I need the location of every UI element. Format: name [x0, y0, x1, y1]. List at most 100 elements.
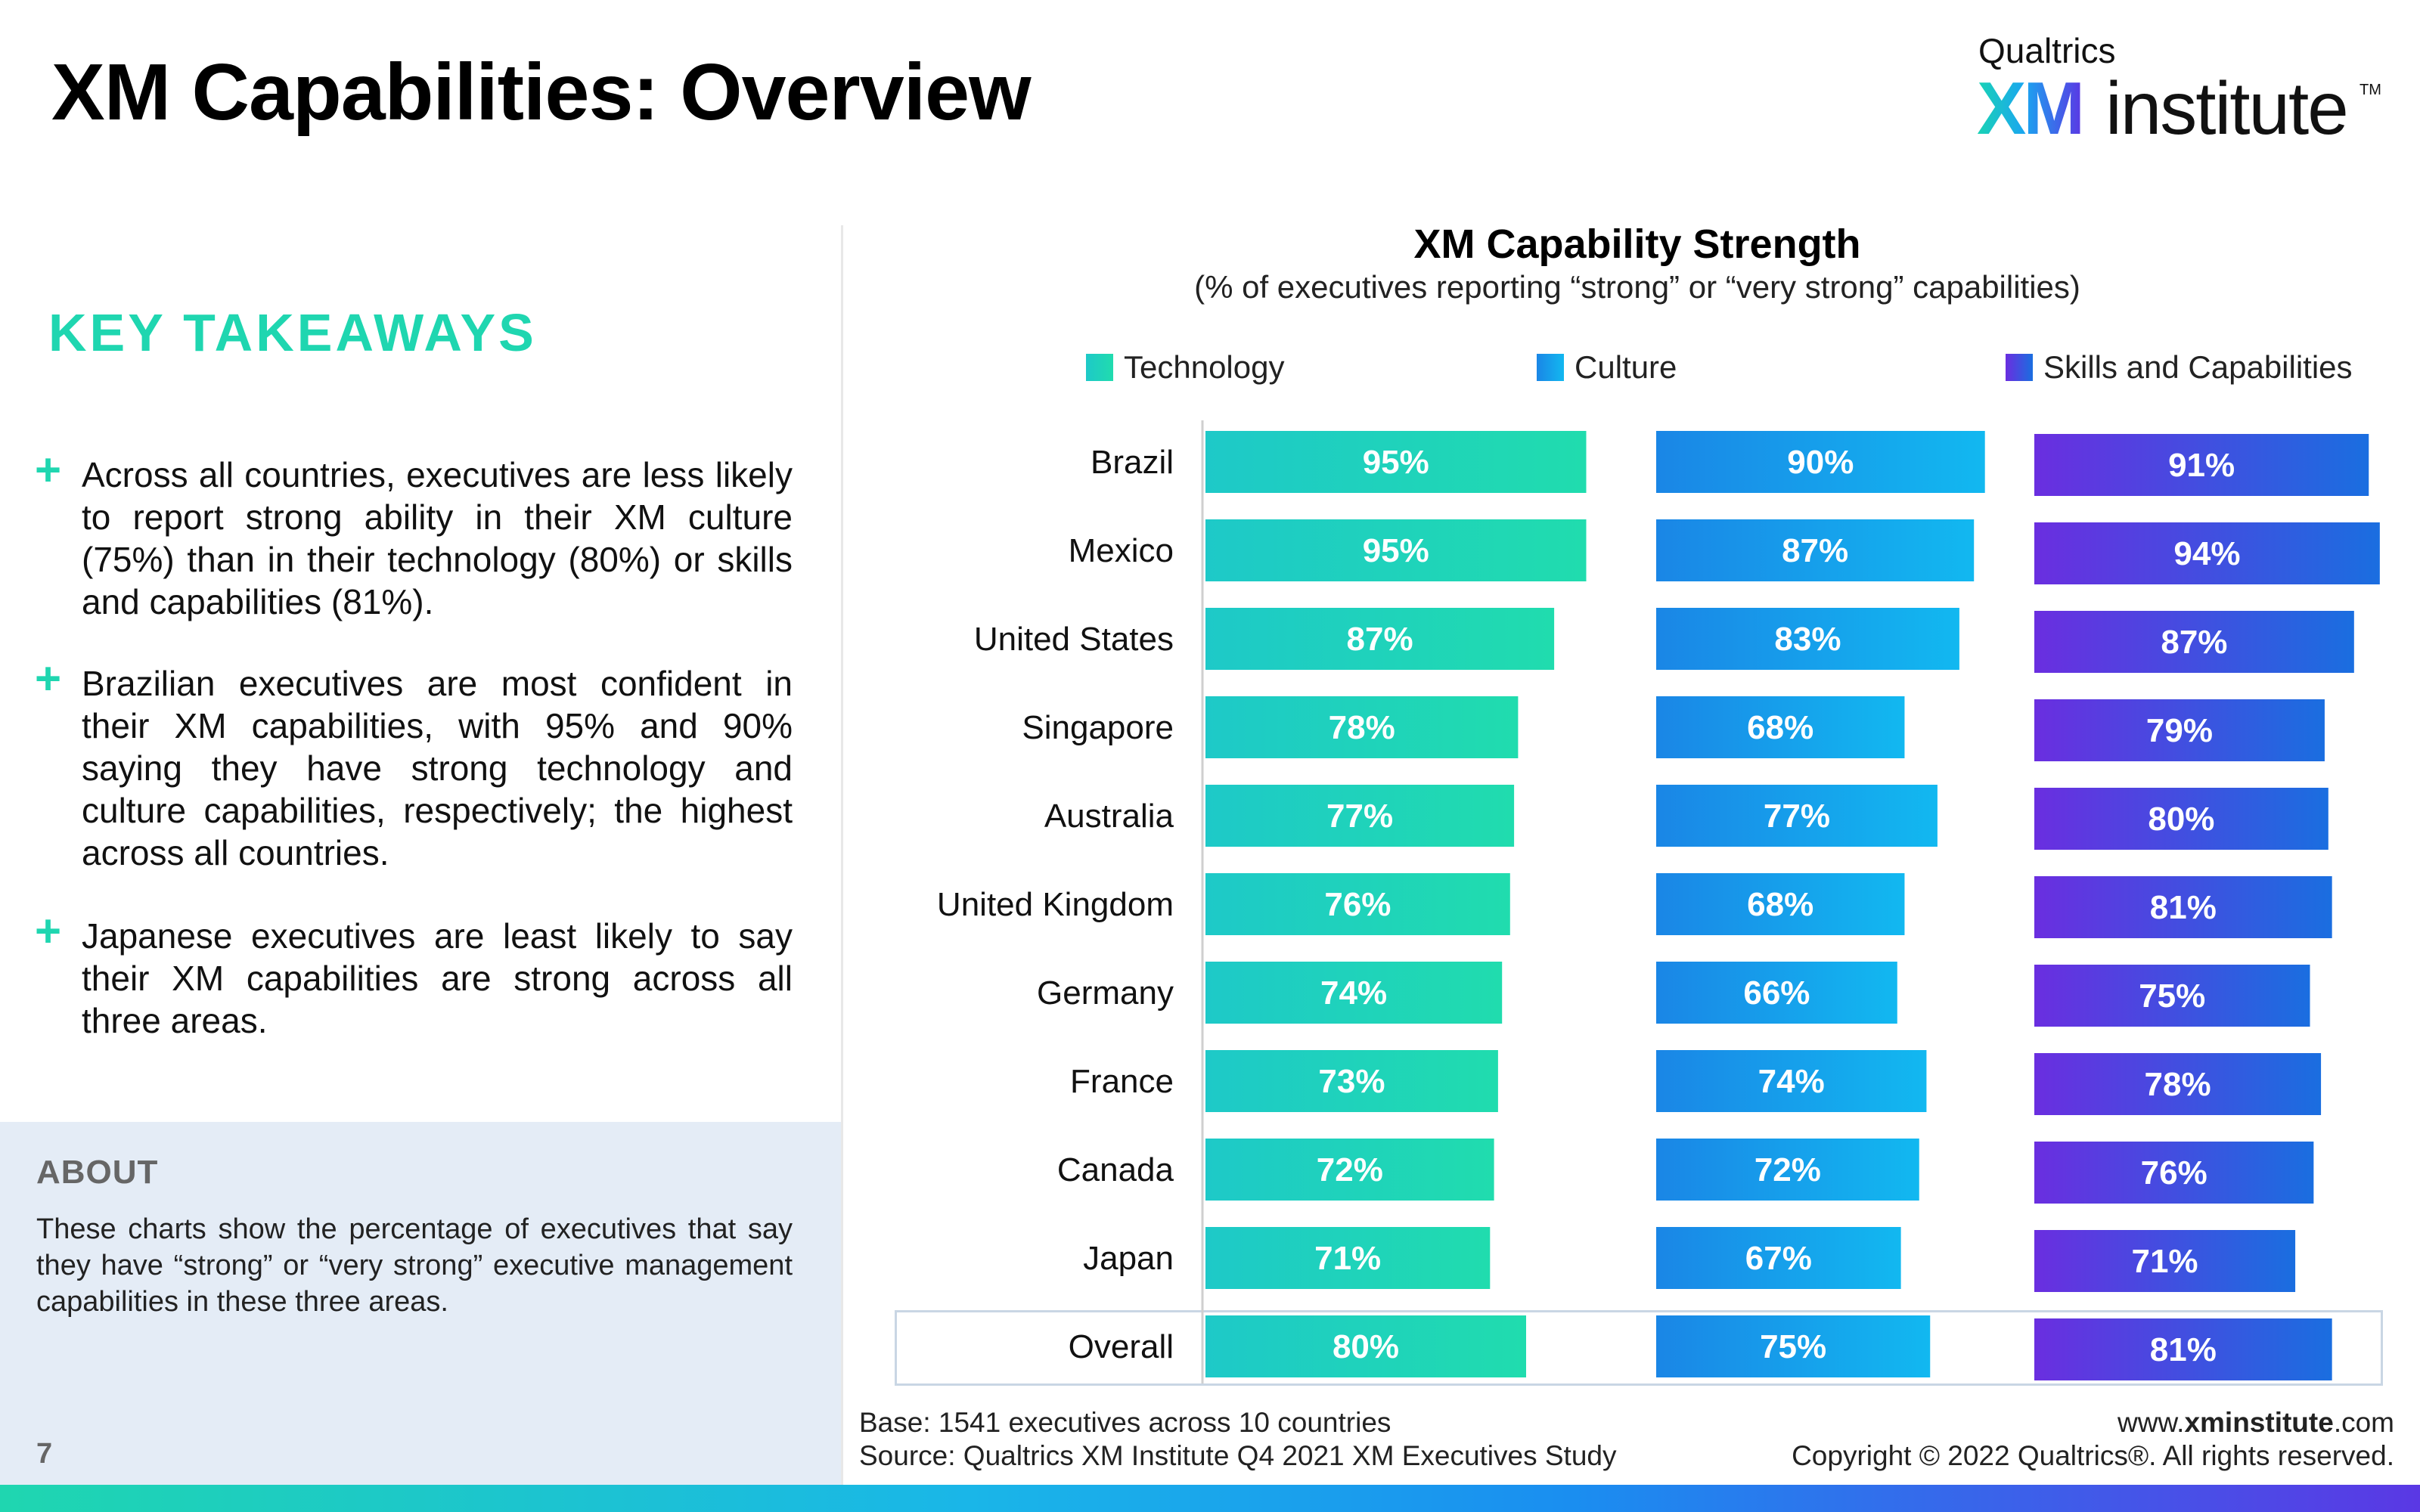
- bar-skills: [2034, 611, 2354, 673]
- bar-skills: [2034, 1053, 2322, 1115]
- bar-culture: [1656, 962, 1897, 1024]
- data-label: 71%: [2131, 1243, 2198, 1280]
- chart-title: XM Capability Strength: [1413, 222, 1861, 267]
- category-label: United States: [974, 621, 1174, 658]
- bar-skills: [2034, 522, 2380, 584]
- bar-technology: [1205, 1050, 1498, 1112]
- bar-culture: [1656, 1139, 1919, 1201]
- category-label: Japan: [1083, 1240, 1174, 1277]
- plus-icon: +: [35, 906, 62, 956]
- logo-institute-text: institute: [2105, 67, 2349, 150]
- data-label: 87%: [1347, 621, 1413, 658]
- category-label: France: [1070, 1063, 1174, 1100]
- bar-skills: [2034, 965, 2310, 1027]
- footer-source-text: Source: Qualtrics XM Institute Q4 2021 X…: [859, 1440, 1617, 1471]
- data-label: 67%: [1745, 1240, 1812, 1277]
- page-number: 7: [36, 1438, 53, 1470]
- logo-trademark: TM: [2360, 82, 2381, 98]
- overall-row-highlight: [895, 1310, 2383, 1386]
- data-label: 95%: [1363, 444, 1429, 481]
- legend-skills: Skills and Capabilities: [2006, 349, 2353, 386]
- bar-culture: [1656, 1315, 1931, 1377]
- bar-culture: [1656, 1227, 1901, 1289]
- data-label: 76%: [1324, 886, 1391, 923]
- category-label: Mexico: [1069, 532, 1174, 569]
- bar-skills: [2034, 1318, 2332, 1380]
- copyright-text: Copyright © 2022 Qualtrics®. All rights …: [1792, 1440, 2394, 1471]
- legend-label-skills: Skills and Capabilities: [2043, 349, 2353, 385]
- about-heading: ABOUT: [36, 1154, 159, 1191]
- category-label: United Kingdom: [937, 886, 1174, 923]
- bar-culture: [1656, 785, 1938, 847]
- logo-xm-text: XM: [1977, 67, 2085, 150]
- data-label: 79%: [2146, 712, 2213, 749]
- bar-skills: [2034, 1142, 2314, 1204]
- data-label: 77%: [1326, 798, 1393, 835]
- bar-culture: [1656, 431, 1985, 493]
- category-label: Australia: [1044, 798, 1174, 835]
- category-label: Canada: [1057, 1151, 1174, 1188]
- bar-skills: [2034, 1230, 2296, 1292]
- data-label: 68%: [1747, 886, 1813, 923]
- bar-technology: [1205, 1139, 1494, 1201]
- bar-culture: [1656, 1050, 1927, 1112]
- bar-technology: [1205, 696, 1519, 758]
- data-label: 72%: [1317, 1151, 1383, 1188]
- category-label: Overall: [1069, 1328, 1174, 1365]
- data-label: 95%: [1363, 532, 1429, 569]
- legend-swatch-technology: [1086, 354, 1113, 381]
- legend-label-technology: Technology: [1124, 349, 1285, 385]
- qualtrics-xm-institute-logo: Qualtrics XM institute TM: [1977, 30, 2385, 150]
- bar-technology: [1205, 785, 1515, 847]
- data-label: 91%: [2168, 447, 2235, 484]
- bar-technology: [1205, 1315, 1526, 1377]
- bar-technology: [1205, 431, 1587, 493]
- bar-culture: [1656, 608, 1959, 670]
- footer-base: Base: 1541 executives across 10 countrie…: [859, 1407, 1392, 1438]
- footer-url[interactable]: www.xminstitute.com: [2118, 1407, 2394, 1438]
- plus-icon: +: [35, 653, 62, 704]
- key-takeaways-heading: KEY TAKEAWAYS: [48, 303, 537, 362]
- category-label: Singapore: [1022, 709, 1174, 746]
- data-label: 76%: [2141, 1154, 2207, 1191]
- logo-qualtrics-text: Qualtrics: [1978, 31, 2116, 70]
- chart-subtitle: (% of executives reporting “strong” or “…: [1194, 269, 2080, 305]
- bar-technology: [1205, 1227, 1491, 1289]
- data-label: 75%: [1760, 1328, 1826, 1365]
- data-label: 75%: [2139, 978, 2205, 1015]
- data-label: 71%: [1314, 1240, 1381, 1277]
- category-label: Brazil: [1091, 444, 1174, 481]
- data-label: 87%: [2161, 624, 2227, 661]
- data-label: 90%: [1787, 444, 1854, 481]
- legend-swatch-culture: [1537, 354, 1564, 381]
- data-label: 94%: [2173, 535, 2240, 572]
- data-label: 80%: [2148, 801, 2214, 838]
- data-label: 68%: [1747, 709, 1813, 746]
- data-label: 78%: [2145, 1066, 2211, 1103]
- data-label: 77%: [1764, 798, 1830, 835]
- data-label: 74%: [1320, 974, 1387, 1012]
- takeaway-item: Japanese executives are least likely to …: [82, 916, 793, 1040]
- legend-swatch-skills: [2006, 354, 2033, 381]
- data-label: 73%: [1318, 1063, 1385, 1100]
- panel-divider: [841, 225, 843, 1486]
- bar-technology: [1205, 608, 1555, 670]
- bar-culture: [1656, 519, 1975, 581]
- data-label: 78%: [1329, 709, 1395, 746]
- bar-technology: [1205, 873, 1510, 935]
- data-label: 74%: [1758, 1063, 1825, 1100]
- footer-source: Base: 1541 executives across 10 countrie…: [859, 1406, 1617, 1473]
- bar-skills: [2034, 788, 2328, 850]
- takeaway-item: Across all countries, executives are les…: [82, 455, 793, 621]
- data-label: 80%: [1333, 1328, 1399, 1365]
- data-label: 83%: [1774, 621, 1841, 658]
- bar-technology: [1205, 519, 1587, 581]
- category-label: Germany: [1037, 974, 1174, 1012]
- data-label: 81%: [2150, 1331, 2217, 1368]
- data-label: 72%: [1754, 1151, 1821, 1188]
- footer-copyright: www.xminstitute.com Copyright © 2022 Qua…: [1792, 1406, 2394, 1473]
- legend-label-culture: Culture: [1575, 349, 1677, 385]
- data-label: 87%: [1782, 532, 1848, 569]
- bar-culture: [1656, 696, 1905, 758]
